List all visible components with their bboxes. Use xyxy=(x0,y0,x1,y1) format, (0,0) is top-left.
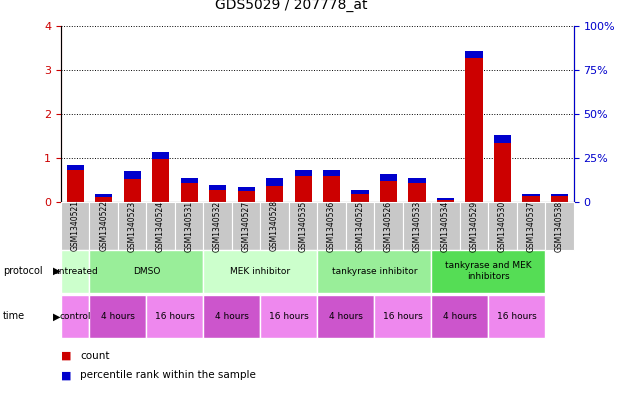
Text: GSM1340529: GSM1340529 xyxy=(469,200,478,252)
Text: 16 hours: 16 hours xyxy=(383,312,422,321)
Bar xyxy=(152,152,169,202)
Bar xyxy=(380,174,397,202)
Text: GSM1340523: GSM1340523 xyxy=(128,200,137,252)
Bar xyxy=(494,135,511,202)
Text: GSM1340526: GSM1340526 xyxy=(384,200,393,252)
Bar xyxy=(437,198,454,200)
Text: GSM1340531: GSM1340531 xyxy=(185,200,194,252)
Bar xyxy=(551,194,568,196)
Text: GSM1340537: GSM1340537 xyxy=(526,200,535,252)
Text: 4 hours: 4 hours xyxy=(443,312,477,321)
Bar xyxy=(67,165,84,170)
Bar xyxy=(323,170,340,202)
Text: GDS5029 / 207778_at: GDS5029 / 207778_at xyxy=(215,0,368,12)
Bar xyxy=(209,185,226,190)
Bar xyxy=(323,170,340,176)
Text: ■: ■ xyxy=(61,370,71,380)
Bar xyxy=(465,51,483,58)
Bar xyxy=(266,178,283,202)
Text: GSM1340536: GSM1340536 xyxy=(327,200,336,252)
Bar xyxy=(181,178,197,184)
Text: GSM1340530: GSM1340530 xyxy=(498,200,507,252)
Bar xyxy=(351,190,369,195)
Text: GSM1340521: GSM1340521 xyxy=(71,200,79,252)
Bar xyxy=(209,185,226,202)
Bar xyxy=(95,195,112,196)
Bar xyxy=(408,178,426,184)
Text: time: time xyxy=(3,311,26,321)
Bar xyxy=(124,171,140,178)
Text: tankyrase and MEK
inhibitors: tankyrase and MEK inhibitors xyxy=(445,261,531,281)
Bar xyxy=(124,171,140,202)
Bar xyxy=(238,187,254,202)
Text: 4 hours: 4 hours xyxy=(215,312,249,321)
Bar xyxy=(408,178,426,202)
Text: GSM1340534: GSM1340534 xyxy=(441,200,450,252)
Bar xyxy=(152,152,169,159)
Text: 16 hours: 16 hours xyxy=(269,312,309,321)
Text: GSM1340532: GSM1340532 xyxy=(213,200,222,252)
Text: ■: ■ xyxy=(61,351,71,361)
Bar xyxy=(351,190,369,202)
Text: 16 hours: 16 hours xyxy=(155,312,195,321)
Text: 4 hours: 4 hours xyxy=(329,312,363,321)
Bar xyxy=(266,178,283,186)
Bar xyxy=(551,194,568,202)
Bar xyxy=(181,178,197,202)
Text: GSM1340528: GSM1340528 xyxy=(270,200,279,252)
Text: GSM1340527: GSM1340527 xyxy=(242,200,251,252)
Bar xyxy=(494,135,511,143)
Bar xyxy=(294,170,312,176)
Text: 16 hours: 16 hours xyxy=(497,312,537,321)
Text: GSM1340522: GSM1340522 xyxy=(99,200,108,252)
Text: GSM1340538: GSM1340538 xyxy=(555,200,564,252)
Bar xyxy=(294,170,312,202)
Text: count: count xyxy=(80,351,110,361)
Bar xyxy=(67,165,84,202)
Text: 4 hours: 4 hours xyxy=(101,312,135,321)
Text: MEK inhibitor: MEK inhibitor xyxy=(230,267,290,275)
Text: untreated: untreated xyxy=(53,267,97,275)
Text: GSM1340524: GSM1340524 xyxy=(156,200,165,252)
Bar xyxy=(95,195,112,202)
Text: protocol: protocol xyxy=(3,266,43,276)
Bar xyxy=(380,174,397,181)
Text: GSM1340535: GSM1340535 xyxy=(299,200,308,252)
Text: tankyrase inhibitor: tankyrase inhibitor xyxy=(331,267,417,275)
Text: ▶: ▶ xyxy=(53,266,61,276)
Bar xyxy=(238,187,254,191)
Bar xyxy=(465,51,483,202)
Bar xyxy=(522,194,540,202)
Text: control: control xyxy=(60,312,91,321)
Text: GSM1340525: GSM1340525 xyxy=(356,200,365,252)
Bar xyxy=(522,194,540,196)
Text: GSM1340533: GSM1340533 xyxy=(413,200,422,252)
Text: ▶: ▶ xyxy=(53,311,61,321)
Text: DMSO: DMSO xyxy=(133,267,160,275)
Bar xyxy=(437,198,454,202)
Text: percentile rank within the sample: percentile rank within the sample xyxy=(80,370,256,380)
